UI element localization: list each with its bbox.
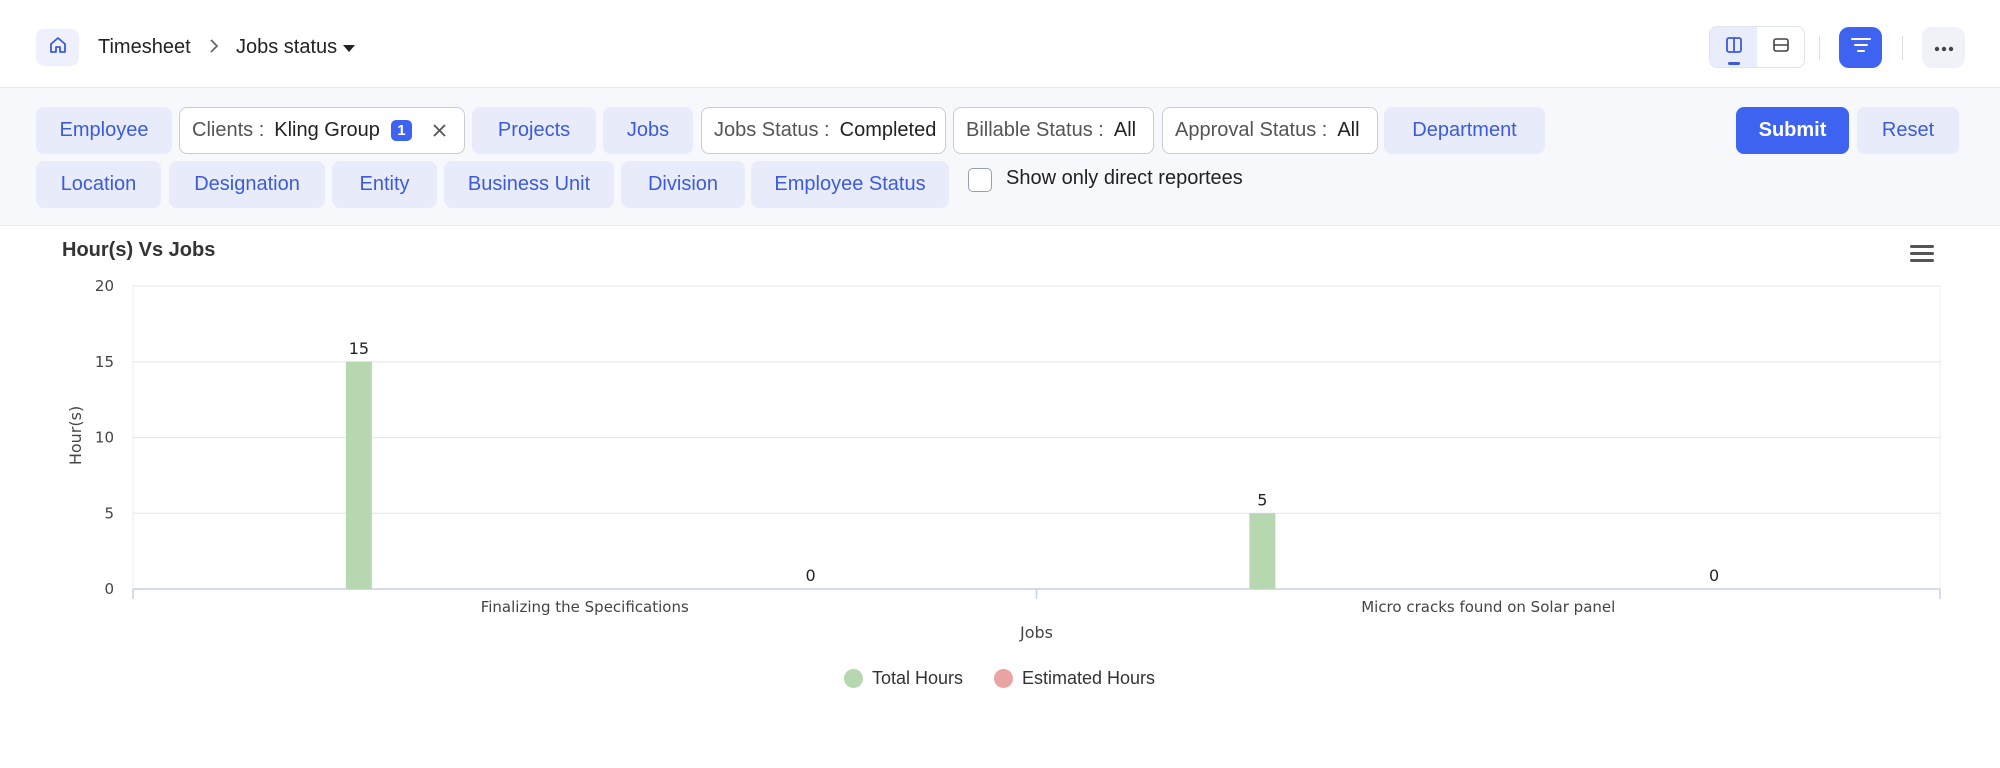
y-tick-label: 15 (95, 353, 114, 371)
filter-designation[interactable]: Designation (169, 161, 325, 208)
legend-estimated-hours-marker (994, 668, 1013, 688)
bar (345, 361, 372, 589)
y-tick-label: 0 (104, 580, 114, 598)
filter-department[interactable]: Department (1384, 107, 1545, 154)
divider (1902, 36, 1903, 60)
home-icon (48, 35, 68, 60)
data-label: 0 (1709, 566, 1719, 585)
data-label: 5 (1257, 490, 1267, 509)
filter-employee[interactable]: Employee (36, 107, 172, 154)
submit-button[interactable]: Submit (1736, 107, 1849, 154)
rows-icon (1772, 36, 1790, 59)
filter-approval-label: Approval Status : (1175, 119, 1328, 141)
direct-reportees-checkbox[interactable] (968, 168, 992, 192)
filter-billable-value: All (1113, 119, 1137, 141)
filter-jobs-status[interactable]: Jobs Status : Completed (701, 107, 946, 154)
legend-estimated-hours[interactable]: Estimated Hours (994, 666, 1155, 690)
chevron-right-icon (208, 36, 220, 61)
vertical-layout-button[interactable] (1710, 27, 1757, 67)
direct-reportees-label: Show only direct reportees (1006, 167, 1243, 189)
close-icon[interactable] (431, 122, 448, 145)
data-label: 0 (806, 566, 816, 585)
plot-area (132, 285, 1941, 590)
filter-button[interactable] (1839, 27, 1882, 68)
data-label: 15 (349, 339, 369, 358)
filter-jobs-status-value: Completed (839, 119, 937, 141)
legend-total-hours[interactable]: Total Hours (844, 666, 963, 690)
y-tick-label: 10 (95, 429, 114, 447)
more-horizontal-icon (1934, 39, 1954, 57)
bar (1249, 513, 1276, 589)
page-header: Timesheet Jobs status (0, 0, 2000, 88)
filter-jobs[interactable]: Jobs (603, 107, 693, 154)
filter-location[interactable]: Location (36, 161, 161, 208)
legend-total-hours-label: Total Hours (872, 667, 964, 688)
horizontal-layout-button[interactable] (1757, 27, 1804, 67)
filter-billable-status[interactable]: Billable Status : All (953, 107, 1154, 154)
filter-clients[interactable]: Clients : Kling Group 1 (179, 107, 465, 154)
chart-title: Hour(s) Vs Jobs (62, 239, 216, 261)
page-title[interactable]: Jobs status (236, 36, 338, 58)
filter-division[interactable]: Division (621, 161, 745, 208)
filter-approval-value: All (1337, 119, 1360, 141)
filter-business-unit[interactable]: Business Unit (444, 161, 614, 208)
filter-jobs-status-label: Jobs Status : (714, 119, 830, 141)
filter-approval-status[interactable]: Approval Status : All (1162, 107, 1378, 154)
filter-clients-value: Kling Group (274, 119, 380, 141)
filter-billable-label: Billable Status : (966, 119, 1104, 141)
reset-button[interactable]: Reset (1857, 107, 1959, 154)
legend-estimated-hours-label: Estimated Hours (1022, 667, 1156, 688)
breadcrumb-timesheet[interactable]: Timesheet (98, 36, 191, 58)
more-options-button[interactable] (1922, 27, 1965, 68)
y-axis-title: Hour(s) (66, 406, 85, 465)
columns-icon (1725, 36, 1743, 59)
divider (1819, 36, 1820, 60)
filter-projects[interactable]: Projects (472, 107, 596, 154)
filter-entity[interactable]: Entity (332, 161, 437, 208)
x-axis-title: Jobs (1019, 623, 1053, 642)
filter-icon (1850, 36, 1872, 59)
filter-clients-label: Clients : (192, 119, 265, 141)
x-tick-label: Micro cracks found on Solar panel (1361, 598, 1615, 616)
y-tick-label: 5 (104, 504, 114, 522)
y-tick-label: 20 (95, 277, 114, 295)
x-tick-label: Finalizing the Specifications (481, 598, 689, 616)
chart-menu-icon[interactable] (1910, 244, 1934, 269)
filter-clients-count: 1 (390, 120, 412, 141)
layout-toggle (1709, 26, 1805, 68)
filter-employee-status[interactable]: Employee Status (751, 161, 949, 208)
legend-total-hours-marker (844, 668, 863, 688)
home-button[interactable] (36, 29, 79, 66)
caret-down-icon[interactable] (343, 45, 355, 52)
